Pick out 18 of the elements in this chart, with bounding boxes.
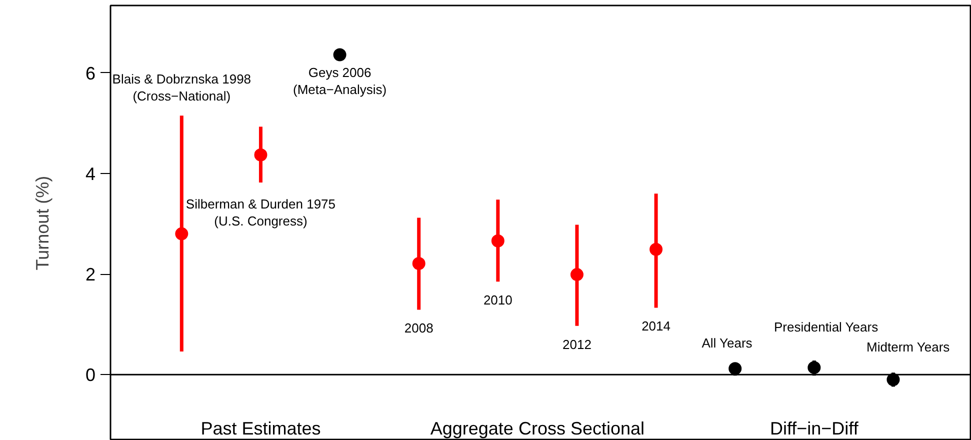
annotation: Blais & Dobrznska 1998 (Cross−National) [112, 72, 252, 104]
annotation: 2012 [562, 336, 592, 352]
annotation: 2008 [404, 320, 434, 336]
y-tick-label: 0 [85, 365, 96, 386]
y-tick-label: 2 [85, 264, 96, 285]
annotation: 2014 [642, 318, 670, 334]
annotation: Presidential Years [774, 320, 879, 335]
y-tick-label: 4 [85, 164, 96, 184]
y-axis-title: Turnout (%) [32, 176, 52, 270]
annotation: Geys 2006 (Meta−Analysis) [293, 64, 387, 97]
annotation: Diff−in−Diff [770, 418, 860, 438]
annotation: Past Estimates [200, 418, 321, 438]
annotation: Midterm Years [866, 340, 950, 355]
y-tick-label: 6 [85, 63, 96, 84]
annotation: 2010 [483, 292, 512, 308]
annotation: Silberman & Durden 1975 (U.S. Congress) [186, 196, 336, 229]
annotation: Aggregate Cross Sectional [430, 418, 645, 438]
annotation: All Years [702, 336, 753, 351]
